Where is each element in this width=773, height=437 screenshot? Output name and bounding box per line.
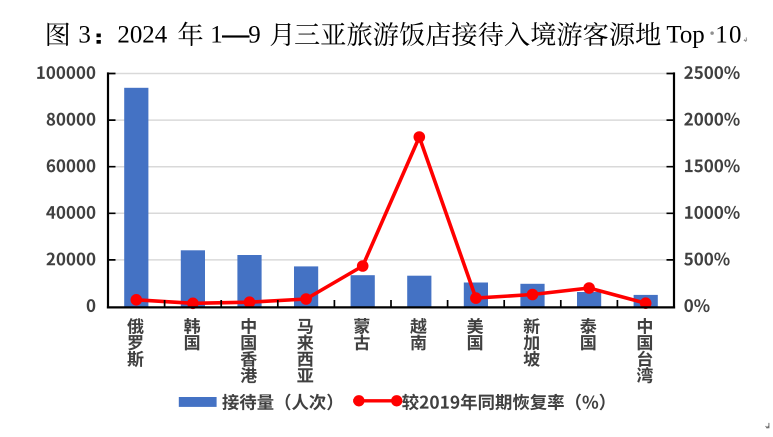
svg-text:9: 9 [248, 21, 260, 48]
svg-text:Top: Top [666, 21, 704, 48]
svg-text:10: 10 [715, 21, 743, 48]
svg-text:2024: 2024 [117, 21, 167, 48]
svg-text:1: 1 [210, 21, 222, 48]
svg-text:3: 3 [78, 21, 90, 48]
